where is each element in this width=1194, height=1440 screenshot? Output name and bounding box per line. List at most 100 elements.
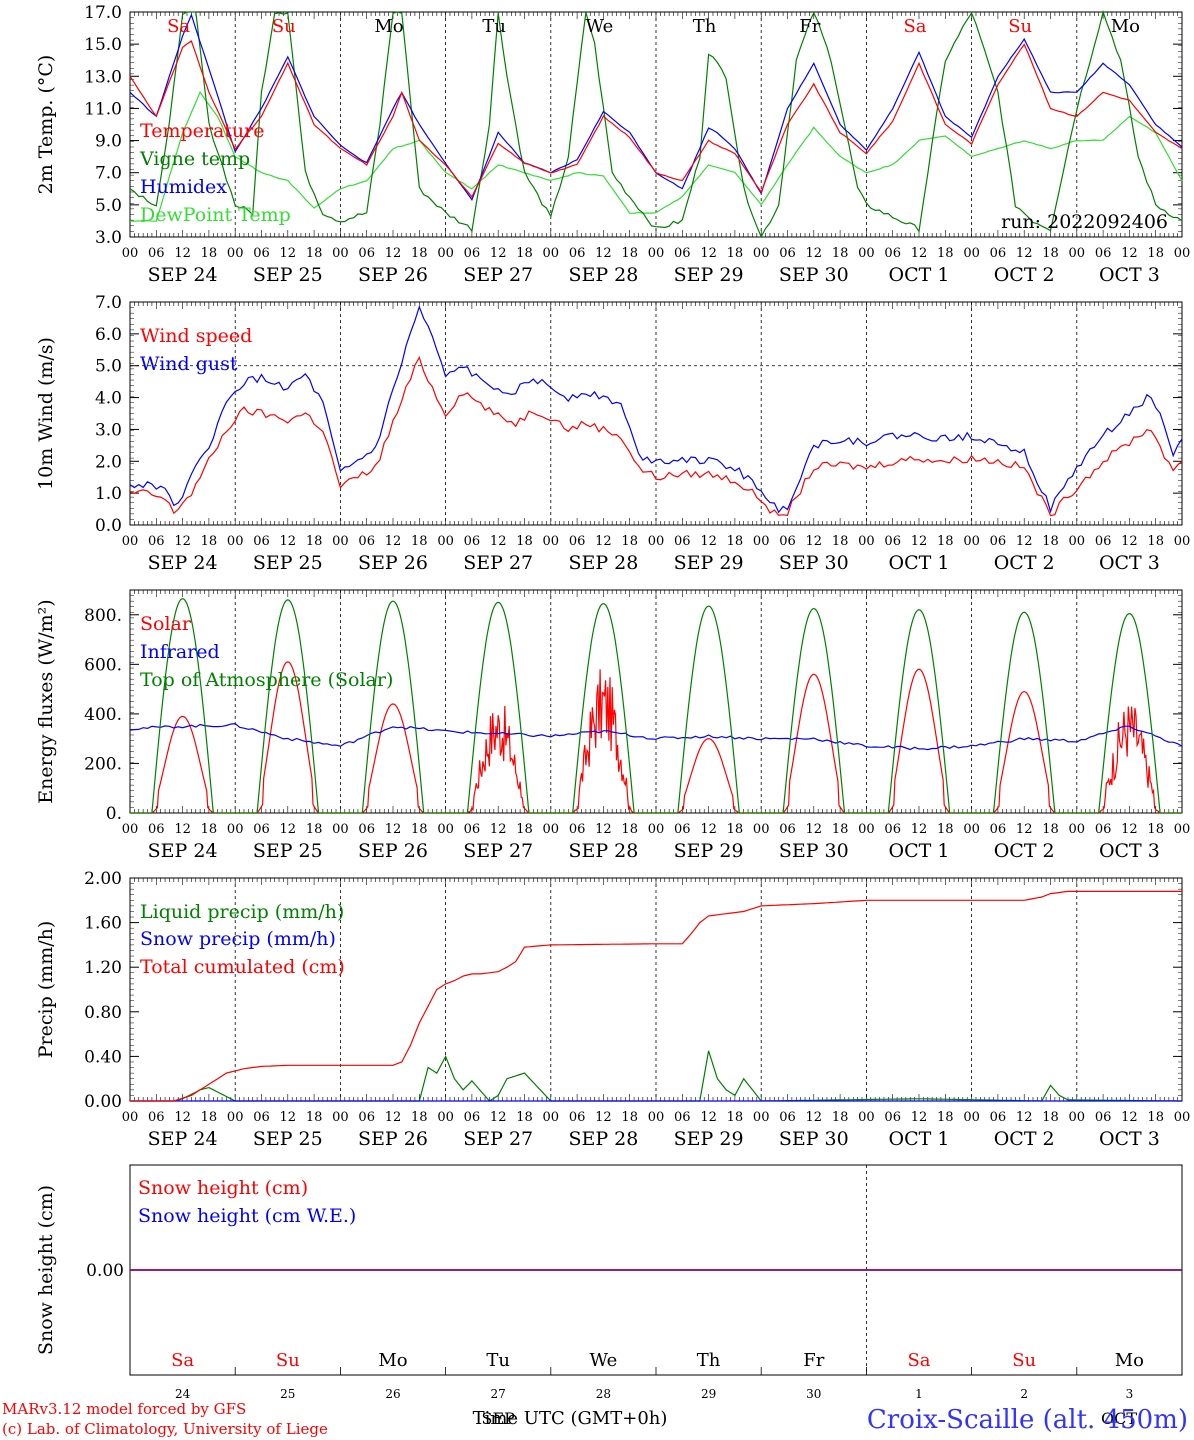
y-tick-label: 400. bbox=[84, 705, 122, 725]
day-of-week-label: Su bbox=[272, 16, 296, 37]
x-hour-label: 06 bbox=[569, 822, 586, 837]
series-line-wind-speed bbox=[129, 356, 1183, 517]
plot-frame bbox=[129, 301, 1183, 526]
x-hour-label: 00 bbox=[543, 1110, 560, 1125]
x-hour-label: 12 bbox=[174, 1110, 191, 1125]
day-number-label: 30 bbox=[806, 1387, 821, 1401]
y-tick-label: 7.0 bbox=[95, 164, 122, 184]
x-hour-label: 18 bbox=[1147, 822, 1164, 837]
y-tick-label: 15.0 bbox=[84, 35, 122, 55]
x-hour-label: 00 bbox=[1174, 534, 1191, 549]
x-hour-label: 00 bbox=[963, 1110, 980, 1125]
run-label: run: 2022092406 bbox=[1001, 211, 1168, 233]
x-hour-label: 18 bbox=[937, 534, 954, 549]
y-tick-label: 0.00 bbox=[86, 1261, 124, 1281]
x-hour-label: 18 bbox=[621, 1110, 638, 1125]
x-hour-label: 12 bbox=[490, 534, 507, 549]
x-date-label: SEP 30 bbox=[779, 264, 849, 286]
panel-4: 0.00 0.40 0.80 1.20 1.60 2.00 Precip (mm/h) 00 0… bbox=[35, 869, 1190, 1150]
x-hour-label: 18 bbox=[621, 822, 638, 837]
x-hour-label: 18 bbox=[937, 1110, 954, 1125]
x-hour-label: 12 bbox=[490, 246, 507, 261]
x-hour-label: 00 bbox=[963, 534, 980, 549]
x-hour-label: 18 bbox=[306, 534, 323, 549]
x-hour-label: 12 bbox=[1016, 534, 1033, 549]
x-hour-label: 00 bbox=[332, 1110, 349, 1125]
x-date-label: SEP 26 bbox=[358, 1128, 428, 1150]
x-hour-label: 12 bbox=[490, 1110, 507, 1125]
x-hour-label: 06 bbox=[148, 822, 165, 837]
x-hour-label: 06 bbox=[990, 246, 1007, 261]
x-hour-label: 18 bbox=[516, 822, 533, 837]
x-hour-label: 18 bbox=[1042, 534, 1059, 549]
day-of-week-label: Su bbox=[1008, 16, 1032, 37]
x-hour-label: 12 bbox=[1121, 822, 1138, 837]
day-of-week-label: Mo bbox=[1111, 16, 1140, 37]
y-tick-label: 1.0 bbox=[95, 484, 122, 504]
y-tick-label: 3.0 bbox=[95, 420, 122, 440]
x-hour-label: 18 bbox=[1147, 1110, 1164, 1125]
x-hour-label: 06 bbox=[779, 1110, 796, 1125]
x-hour-label: 00 bbox=[1069, 246, 1086, 261]
x-hour-label: 12 bbox=[280, 1110, 297, 1125]
x-hour-label: 18 bbox=[832, 534, 849, 549]
x-hour-label: 18 bbox=[201, 822, 218, 837]
x-date-label: SEP 27 bbox=[463, 1128, 533, 1150]
x-hour-label: 12 bbox=[385, 822, 402, 837]
x-date-label: SEP 28 bbox=[568, 1128, 638, 1150]
x-date-label: SEP 30 bbox=[779, 840, 849, 862]
x-hour-label: 06 bbox=[884, 246, 901, 261]
x-hour-label: 18 bbox=[201, 246, 218, 261]
x-hour-label: 18 bbox=[306, 1110, 323, 1125]
x-date-label: OCT 3 bbox=[1099, 552, 1160, 574]
x-hour-label: 12 bbox=[174, 534, 191, 549]
y-tick-label: 5.0 bbox=[95, 196, 122, 216]
month-label: SEP bbox=[481, 1409, 515, 1428]
x-hour-label: 18 bbox=[937, 246, 954, 261]
x-hour-label: 00 bbox=[122, 1110, 139, 1125]
x-date-label: SEP 30 bbox=[779, 552, 849, 574]
y-axis-label: Snow height (cm) bbox=[35, 1185, 57, 1355]
x-hour-label: 12 bbox=[1121, 246, 1138, 261]
x-hour-label: 18 bbox=[727, 246, 744, 261]
x-hour-label: 06 bbox=[674, 246, 691, 261]
series-line-wind-gust bbox=[129, 304, 1183, 514]
x-hour-label: 00 bbox=[1174, 822, 1191, 837]
panel-5: 0.00 Snow height (cm) Snow height (cm) Snow… bbox=[35, 1164, 1183, 1428]
x-hour-label: 06 bbox=[253, 246, 270, 261]
day-number-label: 29 bbox=[701, 1387, 716, 1401]
y-tick-label: 1.60 bbox=[84, 914, 122, 934]
y-tick-label: 3.0 bbox=[95, 228, 122, 248]
x-hour-label: 18 bbox=[1147, 246, 1164, 261]
x-hour-label: 00 bbox=[543, 246, 560, 261]
x-hour-label: 00 bbox=[227, 1110, 244, 1125]
credit-line-2: (c) Lab. of Climatology, University of L… bbox=[2, 1420, 328, 1438]
x-hour-label: 06 bbox=[674, 1110, 691, 1125]
x-hour-label: 18 bbox=[516, 246, 533, 261]
y-axis-label: Precip (mm/h) bbox=[35, 921, 57, 1059]
x-hour-label: 18 bbox=[727, 534, 744, 549]
legend-entry: Temperature bbox=[140, 120, 264, 142]
x-date-label: SEP 26 bbox=[358, 264, 428, 286]
x-hour-label: 06 bbox=[1095, 1110, 1112, 1125]
x-date-label: OCT 2 bbox=[994, 552, 1055, 574]
x-hour-label: 06 bbox=[358, 246, 375, 261]
day-of-week-label: Sa bbox=[171, 1350, 194, 1371]
y-tick-label: 0. bbox=[106, 804, 122, 824]
x-date-label: SEP 24 bbox=[148, 552, 218, 574]
x-hour-label: 12 bbox=[595, 822, 612, 837]
legend-entry: Total cumulated (cm) bbox=[140, 956, 345, 978]
x-hour-label: 18 bbox=[621, 246, 638, 261]
x-hour-label: 06 bbox=[1095, 534, 1112, 549]
x-date-label: OCT 2 bbox=[994, 264, 1055, 286]
day-of-week-label: Tu bbox=[482, 16, 506, 37]
x-hour-label: 00 bbox=[648, 822, 665, 837]
day-number-label: 25 bbox=[280, 1387, 295, 1401]
y-tick-label: 0.0 bbox=[95, 516, 122, 536]
credit-line-1: MARv3.12 model forced by GFS bbox=[2, 1400, 246, 1418]
x-hour-label: 06 bbox=[358, 534, 375, 549]
x-hour-label: 18 bbox=[832, 822, 849, 837]
x-hour-label: 00 bbox=[858, 822, 875, 837]
day-of-week-label: Fr bbox=[799, 16, 820, 37]
x-hour-label: 06 bbox=[1095, 822, 1112, 837]
